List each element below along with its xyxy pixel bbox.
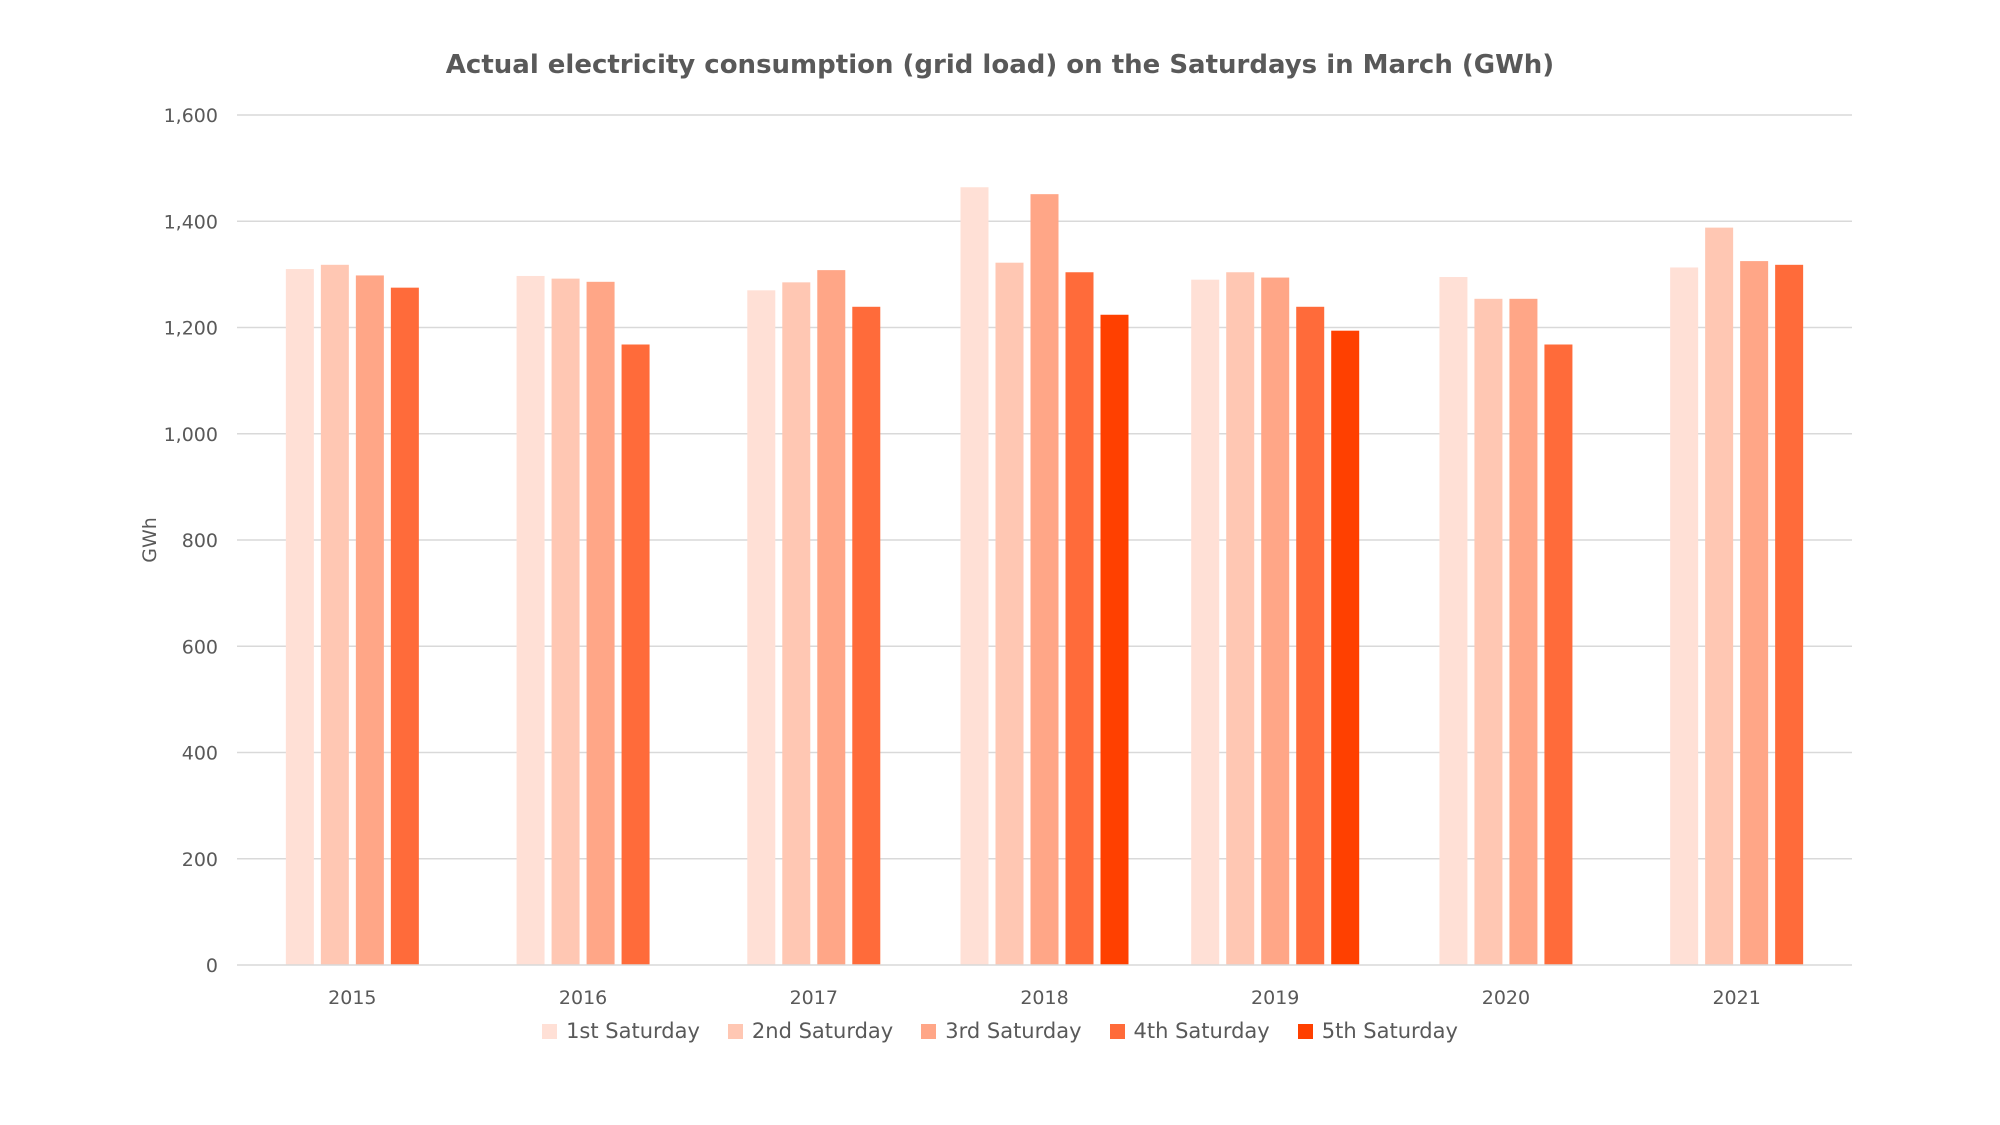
legend-label: 2nd Saturday	[751, 1019, 894, 1043]
x-tick-label: 2016	[559, 987, 607, 1009]
legend: 1st Saturday 2nd Saturday 3rd Saturday 4th …	[0, 1019, 2000, 1043]
bar-2020-3rd-saturday	[1509, 298, 1538, 965]
bar-2019-3rd-saturday	[1261, 277, 1290, 965]
y-tick-label: 1,600	[164, 105, 218, 127]
x-tick-label: 2017	[790, 987, 838, 1009]
legend-swatch	[727, 1023, 743, 1039]
legend-item-1st-saturday: 1st Saturday	[542, 1019, 700, 1043]
legend-item-3rd-saturday: 3rd Saturday	[921, 1019, 1082, 1043]
x-axis-tick-labels: 2015 2016 2017 2018 2019 2020 2021	[328, 987, 1761, 1009]
bar-2017-4th-saturday	[852, 306, 881, 965]
bars	[285, 187, 1804, 965]
bar-2019-2nd-saturday	[1226, 272, 1255, 965]
legend-label: 5th Saturday	[1321, 1019, 1458, 1043]
bar-2018-3rd-saturday	[1030, 194, 1059, 965]
bar-2016-4th-saturday	[621, 344, 650, 965]
bar-2021-4th-saturday	[1775, 264, 1804, 965]
legend-swatch	[542, 1023, 558, 1039]
bar-2020-4th-saturday	[1544, 344, 1573, 965]
bar-2021-1st-saturday	[1670, 267, 1699, 965]
legend-item-4th-saturday: 4th Saturday	[1109, 1019, 1270, 1043]
legend-label: 4th Saturday	[1133, 1019, 1270, 1043]
legend-label: 1st Saturday	[566, 1019, 700, 1043]
x-tick-label: 2020	[1482, 987, 1530, 1009]
bar-2019-5th-saturday	[1331, 330, 1360, 965]
y-tick-label: 200	[182, 849, 218, 871]
bar-2016-2nd-saturday	[551, 278, 580, 965]
bar-2015-1st-saturday	[285, 269, 314, 965]
bar-2019-4th-saturday	[1296, 306, 1325, 965]
bar-2017-1st-saturday	[747, 290, 776, 965]
bar-2020-1st-saturday	[1439, 277, 1468, 965]
legend-label: 3rd Saturday	[945, 1019, 1082, 1043]
y-tick-label: 1,400	[164, 211, 218, 233]
y-tick-label: 400	[182, 743, 218, 765]
y-tick-label: 1,000	[164, 424, 218, 446]
y-tick-label: 1,200	[164, 318, 218, 340]
bar-2018-4th-saturday	[1065, 272, 1094, 965]
bar-2017-2nd-saturday	[782, 282, 811, 965]
bar-2021-3rd-saturday	[1740, 261, 1769, 965]
bar-2019-1st-saturday	[1191, 279, 1220, 965]
y-axis-tick-labels: 0 200 400 600 800 1,000 1,200 1,400 1,600	[164, 105, 218, 977]
legend-item-5th-saturday: 5th Saturday	[1297, 1019, 1458, 1043]
bar-2017-3rd-saturday	[817, 270, 846, 965]
bar-2018-5th-saturday	[1100, 314, 1129, 965]
y-axis-title: GWh	[139, 517, 161, 563]
x-tick-label: 2021	[1712, 987, 1760, 1009]
bar-2020-2nd-saturday	[1474, 298, 1503, 965]
legend-swatch	[921, 1023, 937, 1039]
legend-swatch	[1297, 1023, 1313, 1039]
bar-2015-2nd-saturday	[320, 264, 349, 965]
bar-2021-2nd-saturday	[1705, 227, 1734, 965]
chart-title: Actual electricity consumption (grid loa…	[445, 50, 1555, 80]
bar-2018-1st-saturday	[960, 187, 989, 965]
y-tick-label: 800	[182, 530, 218, 552]
bar-2016-3rd-saturday	[586, 281, 615, 965]
legend-swatch	[1109, 1023, 1125, 1039]
x-tick-label: 2018	[1020, 987, 1068, 1009]
y-tick-label: 0	[206, 955, 218, 977]
bar-2016-1st-saturday	[516, 275, 545, 965]
bar-2015-4th-saturday	[390, 287, 419, 965]
bar-2018-2nd-saturday	[995, 262, 1024, 965]
legend-item-2nd-saturday: 2nd Saturday	[727, 1019, 894, 1043]
x-tick-label: 2019	[1251, 987, 1299, 1009]
bar-2015-3rd-saturday	[355, 275, 384, 965]
x-tick-label: 2015	[328, 987, 376, 1009]
y-tick-label: 600	[182, 636, 218, 658]
